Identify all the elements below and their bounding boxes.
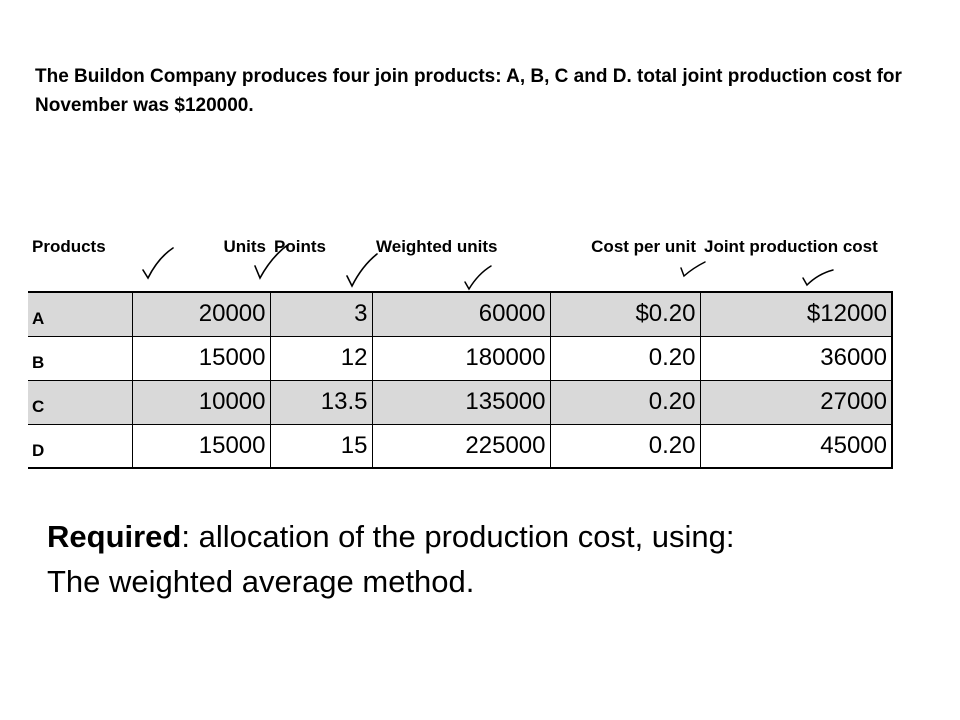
cell-points: 12: [269, 336, 372, 381]
checkmark-icon: [802, 269, 834, 287]
cell-points: 13.5: [269, 380, 372, 425]
checkmark-icon: [464, 265, 492, 291]
cell-units: 20000: [131, 292, 270, 337]
table-row: B 15000 12 180000 0.20 36000: [28, 336, 893, 381]
header-weighted-units: Weighted units: [372, 224, 550, 293]
checkmark-icon: [142, 247, 174, 280]
required-instructions: Required: allocation of the production c…: [47, 514, 927, 604]
cell-joint-cost: $12000: [699, 292, 893, 337]
header-products: Products: [28, 224, 132, 293]
required-line-1: Required: allocation of the production c…: [47, 514, 927, 559]
cell-cost-per-unit: 0.20: [549, 424, 700, 469]
required-line-2: The weighted average method.: [47, 564, 475, 599]
problem-statement: The Buildon Company produces four join p…: [35, 66, 902, 116]
required-text: : allocation of the production cost, usi…: [181, 519, 735, 554]
cell-cost-per-unit: 0.20: [549, 336, 700, 381]
checkmark-icon: [680, 261, 706, 278]
required-label: Required: [47, 519, 182, 554]
joint-cost-table: Products Units Points Weighted units Cos…: [28, 224, 893, 469]
checkmark-icon: [346, 253, 378, 288]
table-row: C 10000 13.5 135000 0.20 27000: [28, 380, 893, 425]
cell-product: A: [28, 292, 132, 337]
cell-joint-cost: 36000: [699, 336, 893, 381]
header-units: Units: [132, 224, 270, 293]
cell-points: 15: [269, 424, 372, 469]
table-header-row: Products Units Points Weighted units Cos…: [28, 224, 892, 293]
header-joint-production-cost: Joint production cost: [700, 224, 892, 293]
cell-cost-per-unit: 0.20: [549, 380, 700, 425]
cell-cost-per-unit: $0.20: [549, 292, 700, 337]
cell-units: 10000: [131, 380, 270, 425]
cell-units: 15000: [131, 336, 270, 381]
cell-weighted-units: 60000: [371, 292, 550, 337]
cell-joint-cost: 27000: [699, 380, 893, 425]
cell-product: D: [28, 424, 132, 469]
checkmark-icon: [254, 243, 290, 280]
cell-product: C: [28, 380, 132, 425]
cell-weighted-units: 135000: [371, 380, 550, 425]
cell-joint-cost: 45000: [699, 424, 893, 469]
cell-product: B: [28, 336, 132, 381]
header-cost-per-unit: Cost per unit: [550, 224, 700, 293]
cell-units: 15000: [131, 424, 270, 469]
cell-weighted-units: 180000: [371, 336, 550, 381]
cell-points: 3: [269, 292, 372, 337]
table-row: D 15000 15 225000 0.20 45000: [28, 424, 893, 469]
cell-weighted-units: 225000: [371, 424, 550, 469]
table-row: A 20000 3 60000 $0.20 $12000: [28, 292, 893, 337]
